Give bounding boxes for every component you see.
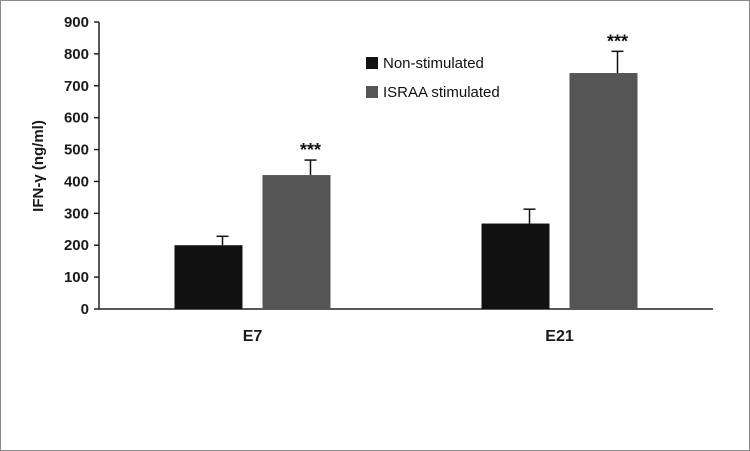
y-tick-label: 900	[64, 14, 89, 31]
y-tick-label: 0	[81, 301, 89, 318]
legend-label: ISRAA stimulated	[383, 84, 500, 101]
bars: *** ***	[174, 31, 638, 310]
y-tick-label: 400	[64, 173, 89, 190]
y-tick-label: 200	[64, 237, 89, 254]
x-axis-ticks: E7 E21	[243, 328, 574, 345]
legend-label: Non-stimulated	[383, 55, 484, 72]
y-tick-label: 300	[64, 205, 89, 222]
bar-e21-non-stimulated	[481, 223, 550, 309]
y-axis: 0 100 200 300 400 500 600 700 800 900	[64, 14, 100, 318]
y-tick-label: 800	[64, 46, 89, 63]
y-tick-label: 500	[64, 142, 89, 159]
y-axis-label: IFN-γ (ng/ml)	[30, 120, 47, 212]
significance-marker: ***	[607, 31, 628, 51]
legend: Non-stimulated ISRAA stimulated	[366, 55, 500, 101]
bar-e21-israa-stimulated	[569, 73, 638, 310]
y-tick-label: 600	[64, 110, 89, 127]
legend-swatch	[366, 86, 378, 98]
y-tick-label: 700	[64, 78, 89, 95]
bar-e7-non-stimulated	[174, 245, 243, 309]
significance-marker: ***	[300, 140, 321, 160]
x-tick-label: E21	[545, 328, 574, 345]
legend-swatch	[366, 57, 378, 69]
bar-e7-israa-stimulated	[262, 175, 331, 309]
x-tick-label: E7	[243, 328, 263, 345]
y-tick-label: 100	[64, 269, 89, 286]
